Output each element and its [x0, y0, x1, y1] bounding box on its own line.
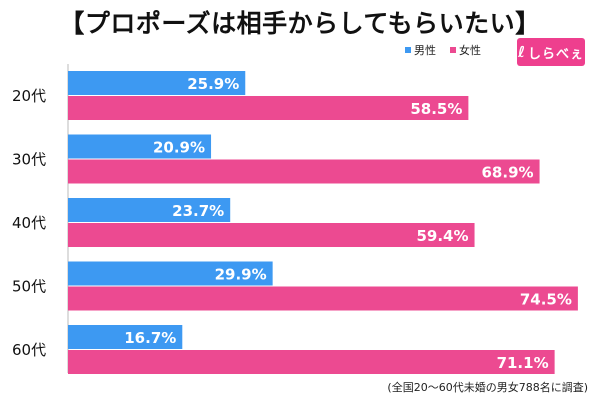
category-label: 50代 [12, 278, 46, 296]
bar-value-label: 59.4% [416, 227, 468, 245]
bar-male [68, 325, 183, 349]
bar-value-label: 29.9% [215, 266, 267, 284]
legend-swatch-male [405, 47, 411, 53]
legend-item-male: 男性 [405, 42, 436, 58]
category-label: 20代 [12, 87, 46, 105]
legend-label-male: 男性 [414, 44, 436, 57]
bar-male [68, 198, 231, 222]
chart-legend: 男性 女性 [405, 42, 495, 58]
brand-logo: ℓ しらべぇ [517, 38, 585, 66]
bar-value-label: 74.5% [520, 291, 572, 309]
logo-mark-icon: ℓ [517, 43, 527, 61]
bar-female [68, 159, 540, 184]
bar-value-label: 71.1% [497, 354, 549, 372]
bar-female [68, 350, 555, 374]
bar-value-label: 16.7% [124, 329, 176, 347]
bar-value-label: 23.7% [172, 202, 224, 220]
bar-value-label: 25.9% [187, 75, 239, 93]
chart-title: 【プロポーズは相手からしてもらいたい】 [59, 9, 541, 38]
bar-male [68, 134, 212, 159]
bar-value-label: 20.9% [153, 139, 205, 157]
legend-item-female: 女性 [450, 42, 481, 58]
category-label: 60代 [12, 341, 46, 359]
chart-footnote: (全国20〜60代未婚の男女788名に調査) [387, 381, 588, 394]
bar-male [68, 261, 273, 286]
bar-female [68, 286, 578, 311]
bar-value-label: 68.9% [482, 164, 534, 182]
bar-female [68, 96, 469, 120]
legend-label-female: 女性 [459, 44, 481, 57]
bar-value-label: 58.5% [410, 100, 462, 118]
category-label: 30代 [12, 151, 46, 169]
bar-female [68, 223, 475, 247]
category-label: 40代 [12, 214, 46, 232]
bar-male [68, 71, 246, 95]
logo-text: しらべぇ [528, 46, 585, 62]
legend-swatch-female [450, 47, 456, 53]
